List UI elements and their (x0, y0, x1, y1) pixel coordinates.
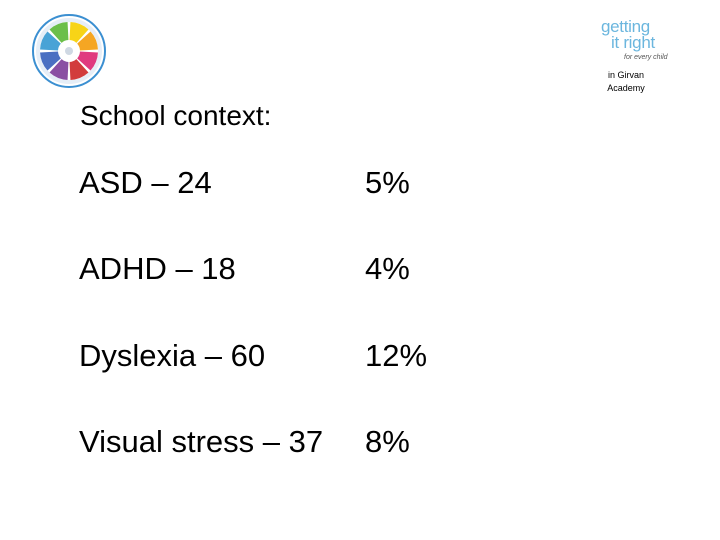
wheel-segment (77, 31, 98, 51)
wheel-segment (69, 22, 89, 43)
page-title: School context: (80, 100, 272, 131)
wheel-segment (40, 51, 61, 71)
stat-label: ASD – 24 (79, 165, 212, 200)
logo-word-it-right: it right (611, 33, 655, 52)
stat-label: ADHD – 18 (79, 251, 236, 286)
stat-label: Dyslexia – 60 (79, 338, 266, 373)
wellbeing-wheel-icon (32, 14, 106, 88)
logo-word-getting: getting (601, 17, 650, 36)
stat-row-asd: ASD – 24 5% (79, 163, 639, 203)
getting-it-right-logo: getting it right for every child (598, 18, 690, 70)
wheel-segment (40, 31, 61, 51)
stat-row-visual-stress: Visual stress – 37 8% (79, 422, 639, 462)
school-name-line-1: in Girvan (607, 70, 644, 80)
stat-percent: 4% (365, 251, 410, 286)
school-name-line-2: Academy (607, 83, 645, 93)
wheel-segment (69, 59, 89, 80)
stat-row-adhd: ADHD – 18 4% (79, 249, 639, 289)
wheel-segment (77, 51, 98, 71)
wheel-segment (49, 22, 69, 43)
stat-percent: 12% (365, 338, 428, 373)
wheel-segment (49, 59, 69, 80)
stat-label: Visual stress – 37 (79, 424, 324, 459)
logo-tagline: for every child (624, 54, 668, 61)
stat-percent: 8% (365, 424, 410, 459)
stat-row-dyslexia: Dyslexia – 60 12% (79, 336, 639, 376)
stat-percent: 5% (365, 165, 410, 200)
